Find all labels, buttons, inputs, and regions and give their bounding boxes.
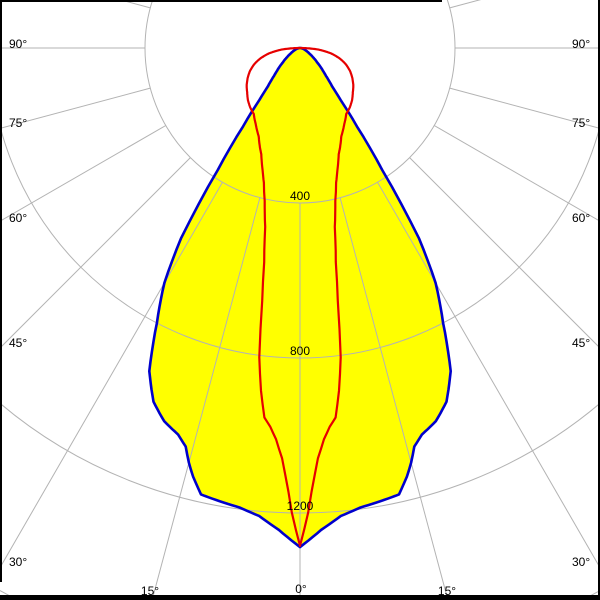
angle-label-left: 90° — [9, 37, 27, 51]
angle-label-left: 60° — [9, 211, 27, 225]
angle-label-bottom: 0° — [295, 582, 307, 596]
grid-radial-L30 — [0, 181, 223, 569]
ring-value-label: 1200 — [287, 499, 314, 513]
grid-radial-R75 — [449, 87, 600, 129]
grid-radial-L75 — [0, 87, 151, 129]
frame-border-top — [0, 0, 442, 2]
angle-label-left: 45° — [9, 336, 27, 350]
grid-radial-R60 — [433, 125, 600, 222]
angle-label-right: 75° — [572, 116, 590, 130]
grid-radial-L60 — [0, 125, 167, 222]
grid-radial-L15 — [151, 197, 261, 600]
grid-radial-R45 — [409, 157, 600, 349]
angle-label-bottom: 15° — [141, 584, 159, 598]
angle-label-left: 75° — [9, 116, 27, 130]
angle-label-right: 30° — [572, 555, 590, 569]
ring-value-label: 400 — [290, 189, 310, 203]
curve-plane-C0-C180 — [148, 46, 452, 549]
grid-radial-R15 — [339, 197, 449, 600]
grid-radial-R105 — [449, 0, 482, 9]
angle-label-right: 45° — [572, 336, 590, 350]
angle-label-right: 90° — [572, 37, 590, 51]
frame-border-bottom — [0, 595, 600, 600]
angle-label-right: 60° — [572, 211, 590, 225]
grid-radial-R30 — [377, 181, 600, 569]
grid-radial-L45 — [0, 157, 191, 349]
angle-label-bottom: 15° — [438, 584, 456, 598]
angle-label-left: 30° — [9, 555, 27, 569]
frame-border-left — [0, 0, 2, 582]
frame-border-right — [598, 0, 600, 600]
curve-plane-C90-C270 — [245, 46, 355, 547]
ring-value-label: 800 — [290, 344, 310, 358]
